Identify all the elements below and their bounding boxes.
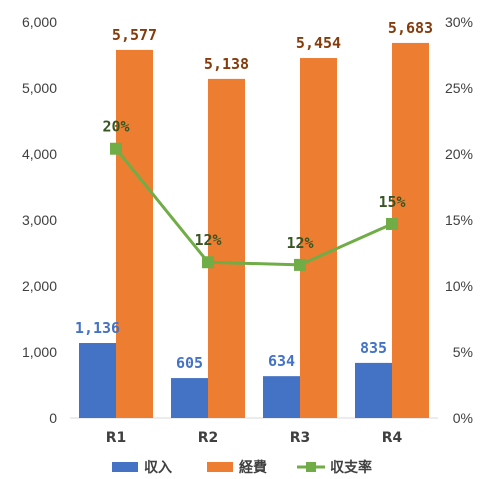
ratio-marker <box>386 217 398 230</box>
bar-series <box>79 42 429 419</box>
legend-swatch <box>207 462 233 472</box>
ratio-marker <box>294 258 306 271</box>
right-tick-label: 0% <box>453 410 473 426</box>
ratio-data-label: 20% <box>102 118 129 136</box>
income-data-label: 1,136 <box>75 319 120 337</box>
left-tick-label: 6,000 <box>22 14 57 30</box>
expense-data-label: 5,577 <box>112 26 157 44</box>
right-tick-label: 5% <box>453 344 473 360</box>
left-tick-label: 5,000 <box>22 80 57 96</box>
expense-bar <box>116 49 153 418</box>
ratio-data-label: 12% <box>194 231 221 249</box>
income-data-label: 835 <box>360 339 387 357</box>
expense-data-label: 5,138 <box>204 55 249 73</box>
right-tick-label: 15% <box>445 212 473 228</box>
left-tick-label: 4,000 <box>22 146 57 162</box>
legend-label: 収支率 <box>330 459 372 476</box>
income-bar <box>263 376 300 418</box>
expense-bar <box>208 78 245 418</box>
income-bar <box>171 378 208 418</box>
expense-data-label: 5,683 <box>388 19 433 37</box>
income-data-label: 634 <box>268 352 295 370</box>
category-labels: R1 R2 R3 R4 <box>106 430 403 446</box>
expense-bar <box>300 58 337 418</box>
legend-marker <box>306 462 316 472</box>
income-bar <box>79 343 116 418</box>
right-tick-label: 30% <box>445 14 473 30</box>
left-tick-label: 2,000 <box>22 278 57 294</box>
ratio-data-label: 15% <box>378 193 405 211</box>
income-data-label: 605 <box>176 354 203 372</box>
legend-swatch <box>112 462 138 472</box>
right-tick-label: 20% <box>445 146 473 162</box>
left-axis: 0 1,000 2,000 3,000 4,000 5,000 6,000 <box>22 14 57 426</box>
income-bar <box>355 362 392 418</box>
category-label: R1 <box>106 430 127 446</box>
left-tick-label: 0 <box>49 410 57 426</box>
expense-bar <box>392 42 429 419</box>
ratio-marker <box>110 142 122 155</box>
category-label: R2 <box>198 430 219 446</box>
category-label: R4 <box>382 430 403 446</box>
legend: 収入 経費 収支率 <box>112 459 372 476</box>
left-tick-label: 3,000 <box>22 212 57 228</box>
legend-label: 経費 <box>239 459 267 476</box>
right-tick-label: 10% <box>445 278 473 294</box>
ratio-marker <box>202 256 214 269</box>
ratio-line-series <box>110 142 398 271</box>
ratio-line <box>114 147 393 267</box>
expense-data-label: 5,454 <box>296 34 341 52</box>
left-tick-label: 1,000 <box>22 344 57 360</box>
data-labels: 1,136 5,577 605 5,138 634 5,454 835 5,683 20% 12%… <box>75 19 433 372</box>
legend-label: 収入 <box>144 459 172 476</box>
right-tick-label: 25% <box>445 80 473 96</box>
category-label: R3 <box>290 430 311 446</box>
right-axis: 0% 5% 10% 15% 20% 25% 30% <box>445 14 473 426</box>
ratio-data-label: 12% <box>286 234 313 252</box>
